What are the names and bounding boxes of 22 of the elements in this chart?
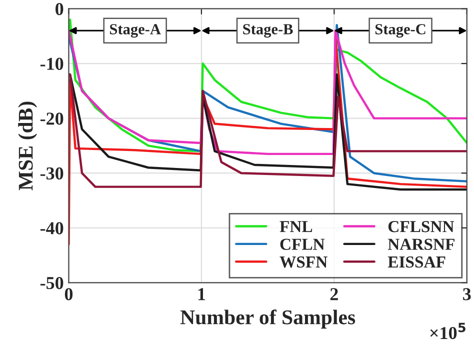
- annotation: Stage-B: [243, 24, 293, 38]
- legend-label: EISSAF: [388, 256, 446, 268]
- text: ×10$^{5}$: [430, 322, 466, 340]
- y-tick-label: -40: [40, 222, 64, 234]
- legend-label: NARSNF: [388, 238, 454, 250]
- y-axis-title: MSE (dB): [18, 102, 38, 190]
- y-tick-label: -10: [40, 58, 64, 70]
- y-tick-label: -20: [40, 112, 64, 125]
- annotation: Stage-A: [110, 24, 161, 38]
- x-axis-title: Number of Samples: [180, 309, 356, 329]
- y-tick-label: 0: [56, 2, 64, 16]
- legend-label: CFLSNN: [388, 221, 454, 232]
- legend-label: WSFN: [280, 256, 328, 268]
- x-tick-label: 0: [64, 288, 73, 300]
- y-tick-label: -50: [40, 276, 64, 290]
- x-tick-label: 3: [463, 288, 471, 300]
- legend-label: FNL: [280, 221, 312, 232]
- annotation: Stage-C: [375, 24, 426, 38]
- legend-label: CFLN: [280, 238, 325, 250]
- x-tick-label: 1: [198, 288, 206, 300]
- y-tick-label: -30: [40, 167, 64, 180]
- x-tick-label: 2: [330, 288, 338, 300]
